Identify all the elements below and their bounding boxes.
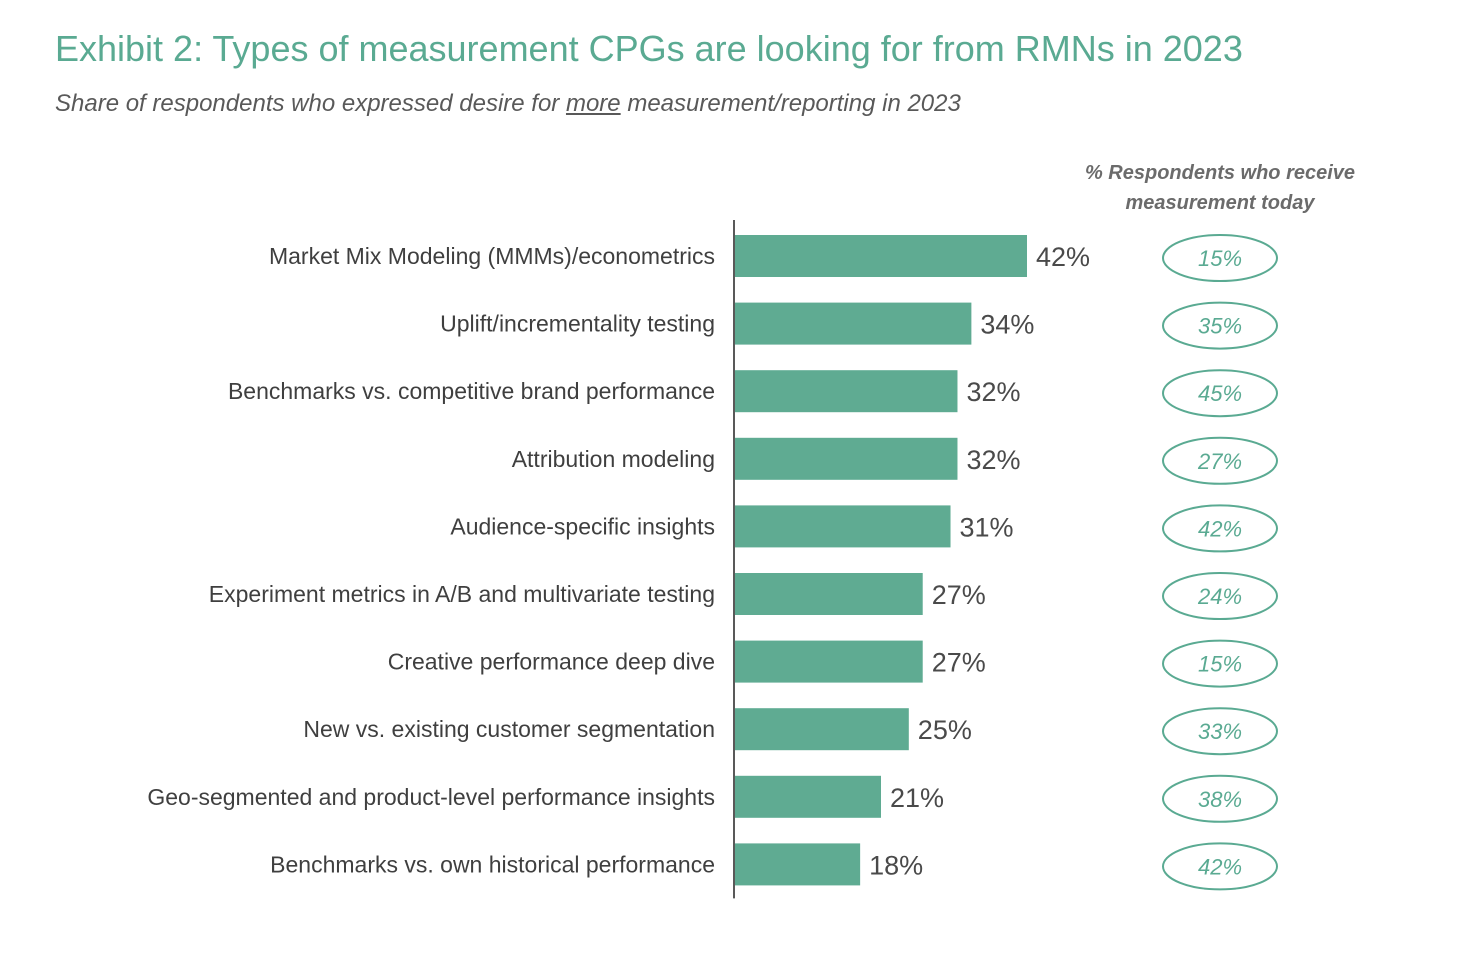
category-label: Benchmarks vs. own historical performanc… <box>270 851 715 877</box>
secondary-value-pill <box>1162 436 1278 485</box>
category-label: Experiment metrics in A/B and multivaria… <box>209 581 715 607</box>
category-label: New vs. existing customer segmentation <box>303 716 715 742</box>
value-label: 32% <box>966 377 1020 407</box>
secondary-value-label: 35% <box>1198 314 1242 339</box>
value-label: 21% <box>890 783 944 813</box>
secondary-value-pill <box>1162 572 1278 620</box>
chart-subtitle: Share of respondents who expressed desir… <box>55 90 961 118</box>
category-label: Uplift/incrementality testing <box>440 311 715 337</box>
subtitle-emphasis: more <box>565 90 621 117</box>
chart-title: Exhibit 2: Types of measurement CPGs are… <box>55 28 1243 69</box>
secondary-value-label: 33% <box>1198 719 1242 744</box>
secondary-value-pill <box>1162 842 1278 891</box>
category-label: Geo-segmented and product-level performa… <box>147 784 715 810</box>
category-label: Audience-specific insights <box>450 513 715 539</box>
bar <box>735 505 951 548</box>
bar <box>735 370 958 413</box>
category-label: Attribution modeling <box>512 446 715 472</box>
secondary-value-label: 24% <box>1197 584 1242 609</box>
secondary-value-label: 45% <box>1198 381 1242 406</box>
subtitle-part-2: measurement/reporting in 2023 <box>620 90 961 117</box>
secondary-value-label: 27% <box>1197 449 1242 474</box>
category-label: Creative performance deep dive <box>388 649 715 675</box>
value-label: 42% <box>1036 242 1090 272</box>
secondary-value-label: 38% <box>1198 787 1242 812</box>
bar <box>735 235 1027 277</box>
secondary-value-label: 15% <box>1198 246 1242 271</box>
secondary-value-label: 42% <box>1198 854 1242 879</box>
value-label: 34% <box>980 310 1034 340</box>
value-label: 27% <box>932 580 986 610</box>
bar <box>735 775 881 818</box>
category-label: Market Mix Modeling (MMMs)/econometrics <box>269 243 715 269</box>
value-label: 27% <box>932 648 986 678</box>
value-label: 25% <box>918 715 972 745</box>
bar <box>735 640 923 683</box>
value-label: 31% <box>960 512 1014 542</box>
bar <box>735 708 909 751</box>
secondary-column-header: % Respondents who receive measurement to… <box>1084 162 1356 214</box>
category-label: Benchmarks vs. competitive brand perform… <box>228 378 715 404</box>
bar <box>735 302 972 345</box>
secondary-value-label: 15% <box>1198 652 1242 677</box>
secondary-value-pill <box>1162 234 1278 282</box>
secondary-value-pill <box>1162 774 1278 823</box>
secondary-value-pill <box>1162 639 1278 688</box>
secondary-value-label: 42% <box>1198 516 1242 541</box>
bar <box>735 573 923 615</box>
secondary-value-pill <box>1162 301 1278 350</box>
bar <box>735 437 958 480</box>
secondary-value-pill <box>1162 707 1278 756</box>
value-label: 32% <box>966 445 1020 475</box>
secondary-value-pill <box>1162 504 1278 553</box>
value-label: 18% <box>869 850 923 880</box>
subtitle-part-1: Share of respondents who expressed desir… <box>55 90 566 117</box>
secondary-value-pill <box>1162 369 1278 418</box>
bar <box>735 843 861 886</box>
